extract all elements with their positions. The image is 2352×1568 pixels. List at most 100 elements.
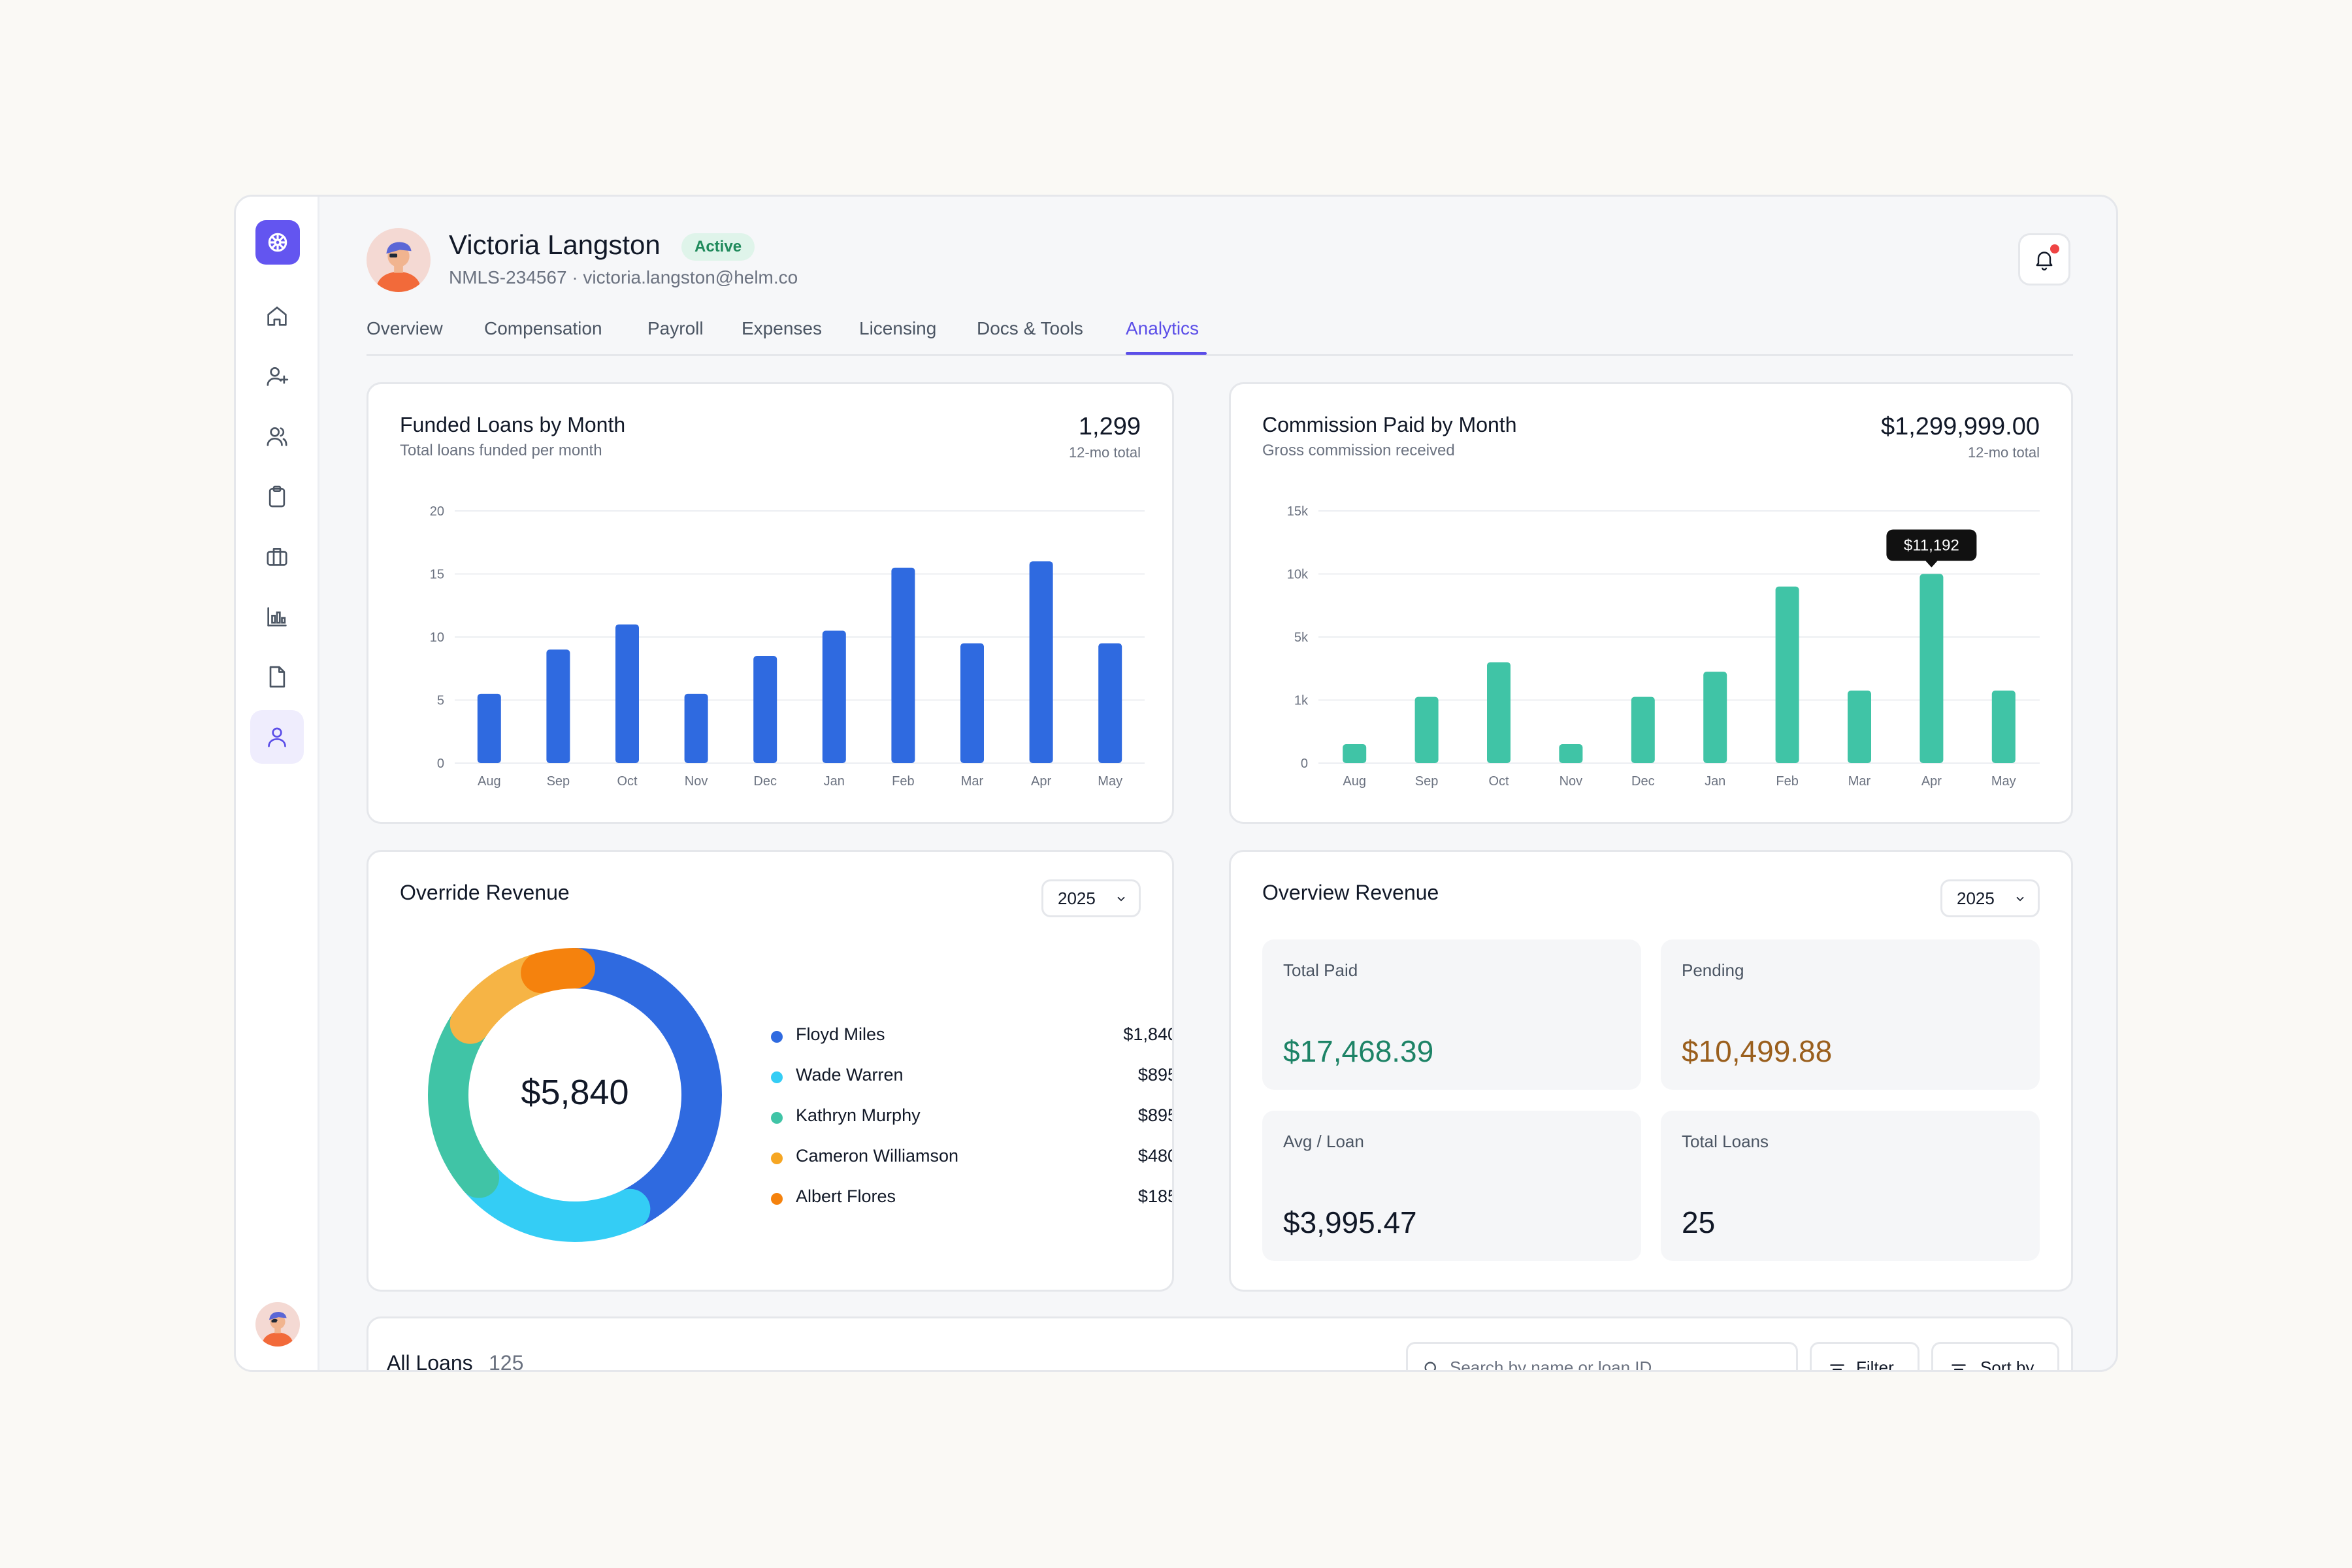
- search-placeholder: Search by name or loan ID: [1450, 1357, 1652, 1372]
- commission-chart: 0 1k 5k 10k 15k Aug Sep Oct Nov Dec Jan Feb Mar Apr $1…: [1287, 504, 2040, 789]
- sidebar-item-users[interactable]: [250, 410, 304, 463]
- bell-icon: [2036, 252, 2053, 270]
- bar-apr[interactable]: [1029, 561, 1053, 763]
- donut-slice-wade-warren[interactable]: [459, 1157, 651, 1242]
- funded-loans-card: Funded Loans by Month Total loans funded…: [367, 382, 1174, 824]
- bar-mar[interactable]: [960, 643, 984, 763]
- bar-may[interactable]: [1991, 691, 2016, 763]
- funded-loans-title: Funded Loans by Month: [400, 413, 626, 436]
- users-icon: [267, 427, 287, 446]
- override-year-value: 2025: [1058, 888, 1096, 908]
- bar-oct[interactable]: [1487, 662, 1511, 763]
- y-tick-label: 5k: [1294, 630, 1309, 645]
- profile-subinfo: NMLS-234567 · victoria.langston@helm.co: [449, 267, 798, 287]
- tab-overview[interactable]: Overview: [367, 318, 443, 338]
- x-tick-label: Mar: [1848, 774, 1871, 789]
- bar-oct[interactable]: [615, 624, 639, 763]
- legend-value: $895: [1137, 1065, 1174, 1085]
- funded-loans-subtitle: Total loans funded per month: [400, 442, 602, 459]
- app-logo[interactable]: [255, 220, 300, 265]
- override-year-select[interactable]: 2025: [1041, 879, 1141, 917]
- bar-feb[interactable]: [891, 567, 915, 763]
- chevron-down-icon: [1117, 896, 1125, 902]
- sidebar-item-tasks[interactable]: [250, 470, 304, 523]
- commission-total-label: 12-mo total: [1967, 444, 2040, 461]
- sidebar-item-add-user[interactable]: [250, 350, 304, 403]
- sidebar-item-reports[interactable]: [250, 590, 304, 644]
- bar-apr[interactable]: [1919, 574, 1944, 764]
- stat-value: 25: [1682, 1205, 1716, 1239]
- filter-label: Filter: [1856, 1357, 1894, 1372]
- tab-expenses[interactable]: Expenses: [742, 318, 822, 338]
- all-loans-card: All Loans 125 Search by name or loan ID …: [367, 1316, 2073, 1372]
- y-tick-label: 15: [430, 568, 444, 582]
- bar-jan[interactable]: [1703, 672, 1727, 763]
- chart-tooltip: $11,192: [1886, 529, 1977, 568]
- notifications-button[interactable]: [2018, 233, 2070, 286]
- tab-compensation[interactable]: Compensation: [484, 318, 602, 338]
- funded-loans-total-label: 12-mo total: [1068, 444, 1141, 461]
- overview-revenue-title: Overview Revenue: [1262, 881, 1439, 904]
- x-tick-label: Oct: [1488, 774, 1509, 789]
- x-tick-label: Apr: [1921, 774, 1942, 789]
- sidebar-item-home[interactable]: [250, 289, 304, 343]
- all-loans-count: 125: [489, 1351, 524, 1372]
- bar-dec[interactable]: [1631, 696, 1655, 763]
- all-loans-title: All Loans: [387, 1351, 473, 1372]
- bar-jan[interactable]: [822, 630, 846, 763]
- legend-value: $185: [1137, 1186, 1174, 1206]
- legend-item: Floyd Miles $1,840: [771, 1023, 1174, 1064]
- stat-label: Avg / Loan: [1283, 1132, 1364, 1151]
- bar-dec[interactable]: [753, 655, 777, 763]
- tab-licensing[interactable]: Licensing: [859, 318, 937, 338]
- sidebar-item-portfolio[interactable]: [250, 530, 304, 583]
- bar-feb[interactable]: [1775, 586, 1799, 763]
- legend-item: Albert Flores $185: [771, 1185, 1174, 1226]
- bar-nov[interactable]: [684, 693, 708, 763]
- document-icon: [269, 666, 286, 688]
- bar-sep[interactable]: [1414, 696, 1439, 763]
- tab-docs-tools[interactable]: Docs & Tools: [977, 318, 1083, 338]
- tab-payroll[interactable]: Payroll: [647, 318, 704, 338]
- x-tick-label: Sep: [1415, 774, 1439, 789]
- loan-search-input[interactable]: Search by name or loan ID: [1406, 1342, 1798, 1372]
- bar-sep[interactable]: [546, 649, 570, 763]
- search-icon: [1424, 1362, 1436, 1370]
- legend-name: Floyd Miles: [796, 1024, 885, 1044]
- filter-icon: [1830, 1364, 1844, 1370]
- legend-swatch: [771, 1193, 783, 1205]
- stat-value: $10,499.88: [1682, 1034, 1833, 1068]
- bar-nov[interactable]: [1559, 744, 1583, 763]
- bar-mar[interactable]: [1848, 691, 1871, 763]
- stat-label: Pending: [1682, 960, 1744, 980]
- y-tick-label: 10: [430, 630, 444, 645]
- x-tick-label: Aug: [1343, 774, 1366, 789]
- current-user-avatar[interactable]: [255, 1302, 300, 1347]
- donut-slice-kathryn-murphy[interactable]: [428, 1003, 500, 1198]
- sidebar-item-profile[interactable]: [250, 710, 304, 764]
- donut-slice-floyd-miles[interactable]: [555, 948, 722, 1230]
- x-tick-label: Jan: [824, 774, 845, 789]
- stat-value: $17,468.39: [1283, 1034, 1434, 1068]
- y-tick-label: 10k: [1287, 568, 1309, 582]
- override-revenue-card: Override Revenue 2025 $5,840 Floyd Miles…: [367, 850, 1174, 1292]
- filter-button[interactable]: Filter: [1810, 1342, 1919, 1372]
- sort-label: Sort by: [1980, 1357, 2034, 1372]
- x-tick-label: Oct: [617, 774, 638, 789]
- overview-year-select[interactable]: 2025: [1940, 879, 2040, 917]
- commission-card: Commission Paid by Month Gross commissio…: [1229, 382, 2073, 824]
- x-tick-label: Nov: [685, 774, 708, 789]
- commission-title: Commission Paid by Month: [1262, 413, 1517, 436]
- legend-swatch: [771, 1152, 783, 1164]
- bar-may[interactable]: [1098, 643, 1122, 763]
- app-window: Victoria Langston Active NMLS-234567 · v…: [234, 195, 2118, 1372]
- x-tick-label: May: [1098, 774, 1122, 789]
- status-badge: Active: [681, 233, 755, 261]
- tab-analytics[interactable]: Analytics: [1126, 318, 1200, 338]
- sidebar-item-documents[interactable]: [250, 650, 304, 704]
- bar-aug[interactable]: [1343, 744, 1367, 763]
- donut-slice-albert-flores[interactable]: [521, 948, 595, 994]
- sort-button[interactable]: Sort by: [1931, 1342, 2059, 1372]
- legend-value: $1,840: [1123, 1024, 1174, 1044]
- bar-aug[interactable]: [477, 693, 501, 763]
